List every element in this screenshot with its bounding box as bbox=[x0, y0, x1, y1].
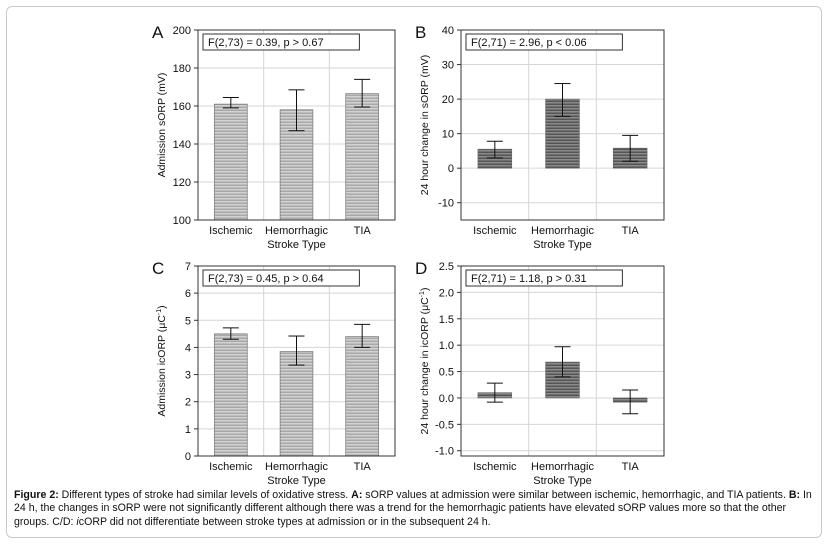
chart-panel-d: -1.0 -0.5 0.0 0.5 1.0 1.5 2.0 2.5 Ischemic Hemorr… bbox=[415, 259, 665, 487]
y-tick-label: 0.5 bbox=[439, 367, 454, 379]
caption-seg-0: Different types of stroke had similar le… bbox=[58, 489, 352, 501]
y-tick-label: 120 bbox=[173, 177, 191, 189]
panel-letter: D bbox=[415, 259, 427, 278]
stat-box-text: F(2,71) = 1.18, p > 0.31 bbox=[471, 273, 587, 285]
plot-frame bbox=[197, 265, 396, 457]
y-tick-label: 40 bbox=[442, 25, 454, 37]
x-axis-label: Stroke Type bbox=[533, 239, 592, 251]
y-tick-label: 100 bbox=[173, 215, 191, 227]
y-tick-label: 10 bbox=[442, 129, 454, 141]
bar-tia bbox=[345, 336, 379, 457]
x-tick-label: TIA bbox=[354, 225, 372, 237]
x-tick-label: TIA bbox=[622, 461, 640, 473]
y-tick-label: 5 bbox=[185, 315, 191, 327]
y-tick-label: -0.5 bbox=[435, 419, 454, 431]
x-axis-label: Stroke Type bbox=[533, 475, 592, 487]
plot-frame bbox=[460, 265, 665, 457]
y-tick-label: 1 bbox=[185, 424, 191, 436]
y-tick-label: 0 bbox=[185, 451, 191, 463]
panel-letter: B bbox=[415, 23, 426, 42]
stat-box bbox=[465, 33, 623, 51]
y-tick-label: 0 bbox=[448, 163, 454, 175]
x-tick-label: Ischemic bbox=[473, 461, 517, 473]
stat-box-text: F(2,71) = 2.96, p < 0.06 bbox=[471, 37, 587, 49]
stat-box bbox=[202, 33, 360, 51]
chart-panel-a: 100 120 140 160 180 200 Ischemic Hemorrhagic TIA… bbox=[152, 23, 396, 251]
y-tick-label: 3 bbox=[185, 370, 191, 382]
y-tick-label: 4 bbox=[185, 342, 191, 354]
bar-tia bbox=[345, 93, 379, 221]
x-tick-label: Hemorrhagic bbox=[531, 225, 594, 237]
x-tick-label: Hemorrhagic bbox=[531, 461, 594, 473]
caption-seg-1: A: bbox=[351, 489, 363, 501]
stat-box-text: F(2,73) = 0.45, p > 0.64 bbox=[208, 273, 324, 285]
y-tick-label: 2.0 bbox=[439, 287, 454, 299]
stat-box bbox=[465, 269, 623, 287]
y-tick-label: 180 bbox=[173, 63, 191, 75]
stat-box bbox=[202, 269, 360, 287]
figure-frame bbox=[6, 6, 822, 538]
x-tick-label: TIA bbox=[622, 225, 640, 237]
chart-panel-c: 0 1 2 3 4 5 6 7 Ischemic Hemorrhagic TIA Stroke Typ… bbox=[152, 259, 396, 487]
x-tick-label: Ischemic bbox=[209, 461, 253, 473]
y-tick-label: 1.5 bbox=[439, 314, 454, 326]
caption-seg-3: B: bbox=[788, 489, 801, 501]
y-tick-label: 0.0 bbox=[439, 393, 454, 405]
panel-letter: C bbox=[152, 259, 164, 278]
y-tick-label: 140 bbox=[173, 139, 191, 151]
chart-panel-b: -10 0 10 20 30 40 Ischemic Hemorrhagic TIA Stroke… bbox=[415, 23, 665, 251]
y-tick-label: 200 bbox=[173, 25, 191, 37]
x-axis-label: Stroke Type bbox=[267, 239, 326, 251]
caption-label: Figure 2: bbox=[14, 489, 59, 501]
bar-ischemic bbox=[214, 103, 248, 221]
plot-frame bbox=[460, 29, 665, 221]
y-tick-label: 20 bbox=[442, 94, 454, 106]
y-tick-label: 2 bbox=[185, 397, 191, 409]
y-tick-label: 30 bbox=[442, 60, 454, 72]
x-axis-label: Stroke Type bbox=[267, 475, 326, 487]
figure-caption: Figure 2: Different types of stroke had … bbox=[14, 489, 814, 529]
x-tick-label: Hemorrhagic bbox=[265, 225, 328, 237]
x-tick-label: Ischemic bbox=[209, 225, 253, 237]
caption-seg-6: cORP did not differentiate between strok… bbox=[78, 515, 491, 528]
caption-seg-4: In 24 h, the changes in sORP were not si… bbox=[14, 489, 812, 528]
y-tick-label: 1.0 bbox=[439, 340, 454, 352]
y-axis-label: 24 hour change in icORP (μC-1) bbox=[419, 288, 431, 435]
plot-frame bbox=[197, 29, 396, 221]
stat-box-text: F(2,73) = 0.39, p > 0.67 bbox=[208, 37, 324, 49]
y-tick-label: -1.0 bbox=[435, 446, 454, 458]
bar-hemorrhagic bbox=[279, 351, 314, 457]
bar-ischemic bbox=[214, 333, 248, 457]
x-tick-label: TIA bbox=[354, 461, 372, 473]
y-axis-label: 24 hour change in sORP (mV) bbox=[419, 55, 431, 195]
y-axis-label: Admission sORP (mV) bbox=[156, 73, 168, 178]
x-tick-label: Hemorrhagic bbox=[265, 461, 328, 473]
y-tick-label: 6 bbox=[185, 288, 191, 300]
x-tick-label: Ischemic bbox=[473, 225, 517, 237]
caption-seg-5: i bbox=[76, 515, 79, 528]
y-tick-label: -10 bbox=[438, 198, 454, 210]
panel-letter: A bbox=[152, 23, 164, 42]
y-tick-label: 7 bbox=[185, 261, 191, 273]
y-axis-label: Admission icORP (μC-1) bbox=[156, 305, 168, 416]
caption-seg-2: sORP values at admission were similar be… bbox=[362, 489, 789, 501]
y-tick-label: 160 bbox=[173, 101, 191, 113]
y-tick-label: 2.5 bbox=[439, 261, 454, 273]
